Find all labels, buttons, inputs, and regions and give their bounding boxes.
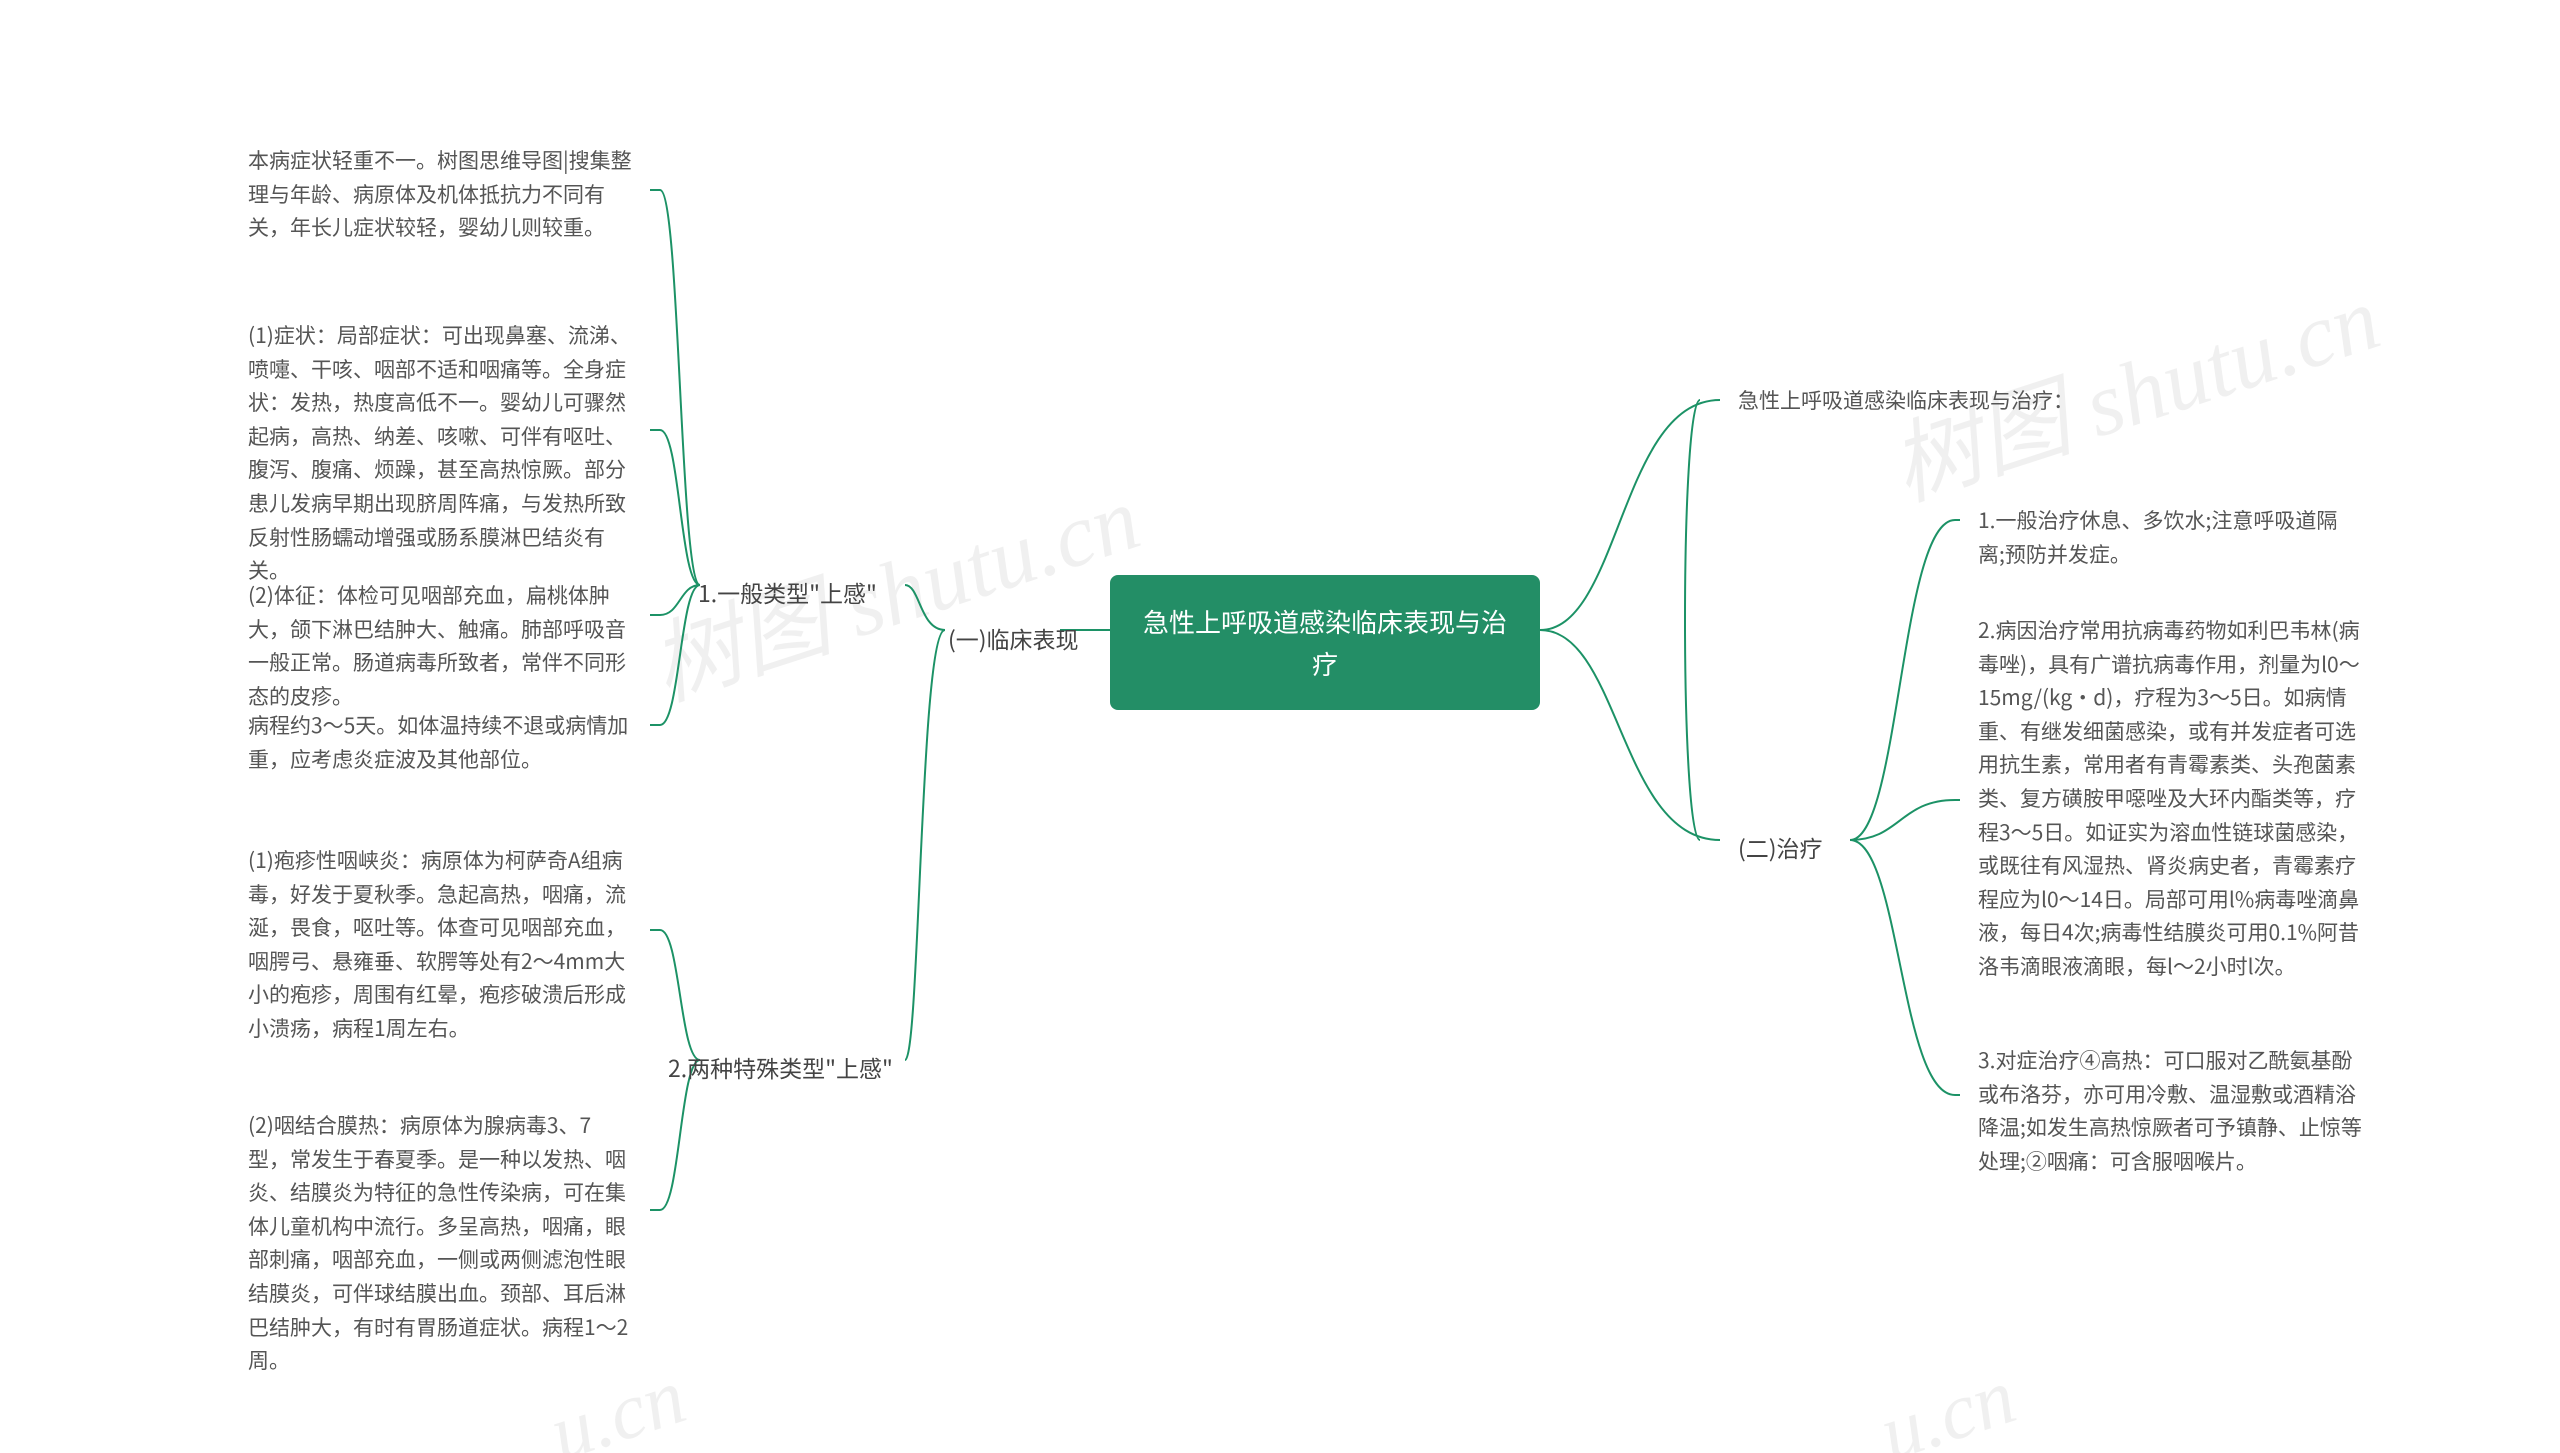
leaf-node: 3.对症治疗④高热：可口服对乙酰氨基酚或布洛芬，亦可用冷敷、温湿敷或酒精浴降温;… <box>1960 1030 2380 1192</box>
mindmap-canvas: 树图 shutu.cn 树图 shutu.cn u.cn u.cn 急性 <box>0 0 2560 1453</box>
leaf-node: (1)症状：局部症状：可出现鼻塞、流涕、喷嚏、干咳、咽部不适和咽痛等。全身症状：… <box>230 305 650 602</box>
leaf-node: (2)咽结合膜热：病原体为腺病毒3、7型，常发生于春夏季。是一种以发热、咽炎、结… <box>230 1095 650 1392</box>
leaf-node: 本病症状轻重不一。树图思维导图|搜集整理与年龄、病原体及机体抵抗力不同有关，年长… <box>230 130 650 259</box>
leaf-node: 病程约3～5天。如体温持续不退或病情加重，应考虑炎症波及其他部位。 <box>230 695 650 790</box>
watermark: u.cn <box>1869 1351 2026 1453</box>
leaf-node: 1.一般治疗休息、多饮水;注意呼吸道隔离;预防并发症。 <box>1960 490 2380 585</box>
leaf-node: 2.病因治疗常用抗病毒药物如利巴韦林(病毒唑)，具有广谱抗病毒作用，剂量为l0～… <box>1960 600 2380 998</box>
section-clinical[interactable]: (一)临床表现 <box>930 606 1097 671</box>
branch-general-type[interactable]: 1.一般类型"上感" <box>680 560 895 625</box>
section-treatment[interactable]: (二)治疗 <box>1720 815 1841 880</box>
branch-special-type[interactable]: 2.两种特殊类型"上感" <box>650 1035 911 1100</box>
leaf-node: 急性上呼吸道感染临床表现与治疗： <box>1720 370 2140 432</box>
leaf-node: (1)疱疹性咽峡炎：病原体为柯萨奇A组病毒，好发于夏秋季。急起高热，咽痛，流涎，… <box>230 830 650 1060</box>
root-node[interactable]: 急性上呼吸道感染临床表现与治疗 <box>1110 575 1540 710</box>
